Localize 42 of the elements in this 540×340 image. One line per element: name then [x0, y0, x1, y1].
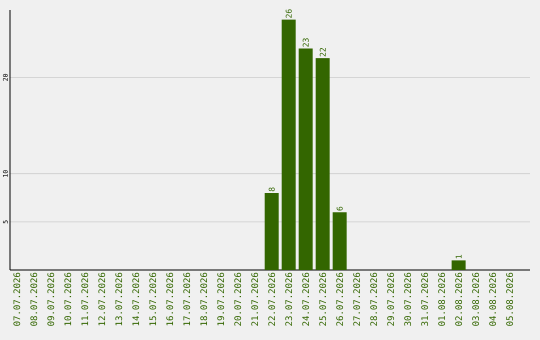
data-label: 1 [456, 254, 462, 258]
x-tick-label: 01.08.2026 [438, 272, 446, 326]
x-tick-label: 05.08.2026 [506, 272, 514, 326]
bar [332, 212, 347, 270]
x-tick-label: 25.07.2026 [319, 272, 326, 326]
x-tick-label: 04.08.2026 [489, 272, 496, 326]
x-tick-label: 11.07.2026 [81, 272, 88, 326]
data-label: 26 [286, 9, 292, 18]
x-tick-label: 02.08.2026 [455, 272, 462, 326]
x-tick-label: 29.07.2026 [387, 272, 394, 326]
bar [298, 48, 313, 270]
bar [264, 192, 279, 270]
x-tick-label: 30.07.2026 [404, 272, 412, 326]
x-tick-label: 17.07.2026 [183, 272, 190, 326]
bar [282, 20, 296, 270]
x-tick-label: 16.07.2026 [166, 272, 174, 326]
x-tick-label: 22.07.2026 [268, 272, 276, 326]
x-tick-label: 23.07.2026 [285, 272, 292, 326]
data-label: 22 [320, 48, 326, 56]
x-tick-label: 10.07.2026 [64, 272, 72, 326]
x-tick-label: 03.08.2026 [472, 272, 480, 326]
x-tick-label: 19.07.2026 [217, 272, 224, 326]
x-tick-label: 12.07.2026 [98, 272, 106, 326]
x-tick-label: 13.07.2026 [115, 272, 122, 326]
x-tick-label: 07.07.2026 [13, 272, 20, 326]
x-tick-label: 14.07.2026 [132, 272, 140, 326]
x-tick-label: 09.07.2026 [47, 272, 54, 326]
x-tick-label: 24.07.2026 [302, 272, 310, 326]
x-tick-label: 26.07.2026 [336, 272, 344, 326]
x-tick-label: 08.07.2026 [30, 272, 38, 326]
data-label: 23 [302, 38, 309, 47]
x-tick-label: 31.07.2026 [421, 272, 428, 326]
data-label: 8 [268, 187, 275, 192]
x-tick-label: 20.07.2026 [234, 272, 242, 326]
x-tick-label: 27.07.2026 [353, 272, 360, 326]
x-tick-label: 15.07.2026 [149, 272, 156, 326]
x-tick-label: 21.07.2026 [251, 272, 258, 326]
bar [452, 260, 466, 270]
x-tick-label: 28.07.2026 [370, 272, 378, 326]
bar [316, 58, 330, 270]
x-tick-label: 18.07.2026 [200, 272, 208, 326]
data-label: 6 [336, 206, 343, 211]
